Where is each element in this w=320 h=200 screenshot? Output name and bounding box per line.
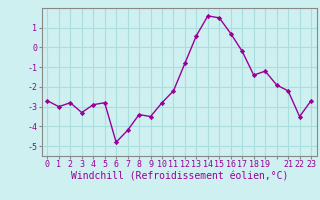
- X-axis label: Windchill (Refroidissement éolien,°C): Windchill (Refroidissement éolien,°C): [70, 172, 288, 182]
